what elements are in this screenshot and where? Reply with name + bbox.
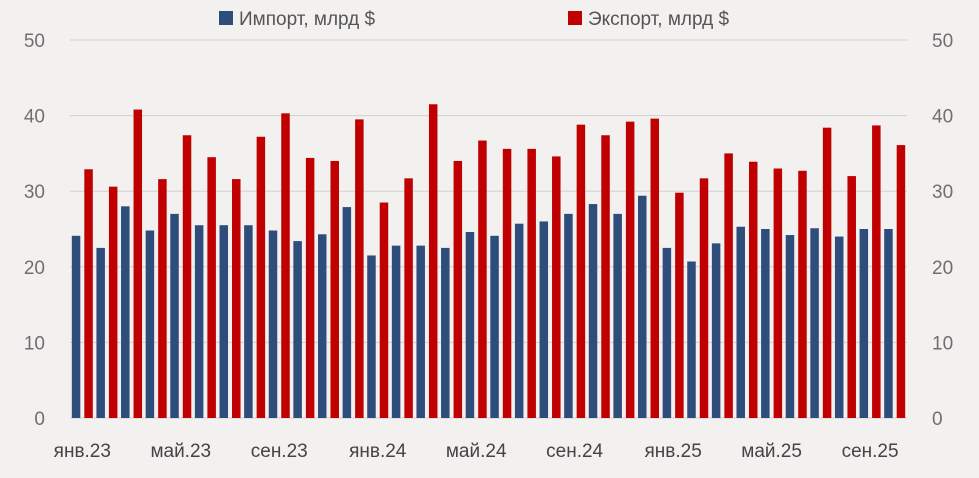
bar-import-янв.24 <box>367 255 376 418</box>
left-tick-label-40: 40 <box>24 107 45 128</box>
right-tick-label-0: 0 <box>932 409 943 430</box>
x-tick-label-янв.25: янв.25 <box>644 441 701 462</box>
bar-export-авг.25 <box>847 176 856 418</box>
bar-export-сен.24 <box>576 124 586 418</box>
bar-export-апр.25 <box>748 161 758 418</box>
bar-export-фев.24 <box>404 178 413 418</box>
bar-import-апр.25 <box>736 226 745 418</box>
x-tick-label-янв.24: янв.24 <box>349 441 407 462</box>
bar-export-авг.24 <box>552 156 561 418</box>
bar-import-авг.23 <box>244 225 253 418</box>
bar-export-авг.23 <box>256 136 266 418</box>
bar-export-май.25 <box>773 168 783 418</box>
bar-export-мар.23 <box>133 109 143 418</box>
bar-import-фев.24 <box>391 245 401 418</box>
bar-import-июн.24 <box>490 235 499 418</box>
bar-export-сен.23 <box>281 113 290 418</box>
bar-export-май.23 <box>182 135 192 419</box>
bar-import-дек.24 <box>638 195 647 418</box>
bar-export-июн.23 <box>207 157 216 418</box>
legend-swatch-export <box>568 11 582 25</box>
right-tick-label-40: 40 <box>932 107 953 128</box>
right-tick-label-20: 20 <box>932 258 953 279</box>
x-tick-label-янв.23: янв.23 <box>54 441 111 462</box>
bar-import-июл.25 <box>810 228 819 418</box>
bar-import-окт.24 <box>588 204 598 418</box>
bar-export-ноя.23 <box>330 160 339 418</box>
bar-import-июл.24 <box>514 223 524 418</box>
bar-import-сен.25 <box>859 229 869 418</box>
bar-export-дек.24 <box>650 118 660 419</box>
bar-export-фев.23 <box>108 186 118 418</box>
bar-import-сен.24 <box>564 213 573 418</box>
legend-swatch-import <box>219 11 233 25</box>
bar-export-мар.24 <box>428 104 438 418</box>
bar-import-апр.24 <box>441 247 450 418</box>
bar-import-фев.23 <box>96 247 105 418</box>
bar-import-июл.23 <box>219 225 229 418</box>
x-tick-label-сен.24: сен.24 <box>546 441 603 462</box>
bar-export-сен.25 <box>872 125 881 418</box>
bar-export-окт.23 <box>305 157 315 418</box>
bar-import-май.25 <box>761 229 770 418</box>
bar-export-ноя.24 <box>625 121 635 418</box>
x-tick-label-май.25: май.25 <box>741 441 802 462</box>
left-tick-label-30: 30 <box>24 182 45 203</box>
bar-import-фев.25 <box>687 261 696 418</box>
bar-export-янв.24 <box>379 202 389 418</box>
bar-export-июл.23 <box>232 179 241 418</box>
x-tick-label-май.23: май.23 <box>150 441 211 462</box>
bar-import-янв.23 <box>71 235 81 418</box>
bar-export-апр.23 <box>158 179 167 418</box>
bar-export-мар.25 <box>724 153 733 418</box>
bar-export-фев.25 <box>699 178 709 418</box>
bar-export-апр.24 <box>453 160 463 418</box>
bar-export-июн.25 <box>798 170 807 418</box>
bar-import-ноя.24 <box>613 213 622 418</box>
legend: Импорт, млрд $ Экспорт, млрд $ <box>219 9 729 30</box>
bar-import-апр.23 <box>145 230 155 418</box>
bar-import-мар.24 <box>416 245 425 418</box>
left-tick-label-20: 20 <box>24 258 45 279</box>
bar-import-мар.25 <box>711 243 721 418</box>
left-y-axis-ticks: 0 10 20 30 40 50 <box>24 31 45 430</box>
bars <box>71 104 906 419</box>
bar-export-июл.24 <box>527 148 536 418</box>
bar-import-авг.24 <box>539 221 549 418</box>
left-tick-label-0: 0 <box>34 409 45 430</box>
x-tick-label-сен.25: сен.25 <box>842 441 899 462</box>
bar-import-май.24 <box>465 232 475 418</box>
bar-export-июн.24 <box>502 148 512 418</box>
right-tick-label-30: 30 <box>932 182 953 203</box>
bar-import-июн.25 <box>785 235 795 418</box>
bar-export-июл.25 <box>822 127 832 419</box>
bar-import-дек.23 <box>342 207 352 418</box>
bar-import-мар.23 <box>121 206 130 418</box>
bar-import-окт.23 <box>293 241 302 418</box>
x-tick-label-май.24: май.24 <box>446 441 507 462</box>
legend-label-export: Экспорт, млрд $ <box>588 9 729 30</box>
bar-export-янв.23 <box>84 169 93 418</box>
bar-import-июн.23 <box>194 225 204 418</box>
bar-import-янв.25 <box>662 247 672 418</box>
x-axis-ticks: янв.23 май.23 сен.23 янв.24 май.24 сен.24 янв.… <box>54 441 899 462</box>
left-tick-label-10: 10 <box>24 333 45 354</box>
bar-export-май.24 <box>478 140 487 418</box>
bar-export-окт.24 <box>601 135 610 419</box>
bar-export-окт.25 <box>896 145 906 419</box>
bar-export-дек.23 <box>355 119 364 418</box>
left-tick-label-50: 50 <box>24 31 45 52</box>
x-tick-label-сен.23: сен.23 <box>251 441 308 462</box>
legend-label-import: Импорт, млрд $ <box>239 9 376 30</box>
right-tick-label-50: 50 <box>932 31 953 52</box>
right-y-axis-ticks: 0 10 20 30 40 50 <box>932 31 953 430</box>
bar-import-сен.23 <box>268 230 278 418</box>
bar-export-янв.25 <box>675 192 684 418</box>
bar-import-май.23 <box>170 213 179 418</box>
bar-import-ноя.23 <box>317 234 327 418</box>
right-tick-label-10: 10 <box>932 333 953 354</box>
bar-import-окт.25 <box>884 229 893 418</box>
bar-import-авг.25 <box>834 236 844 418</box>
